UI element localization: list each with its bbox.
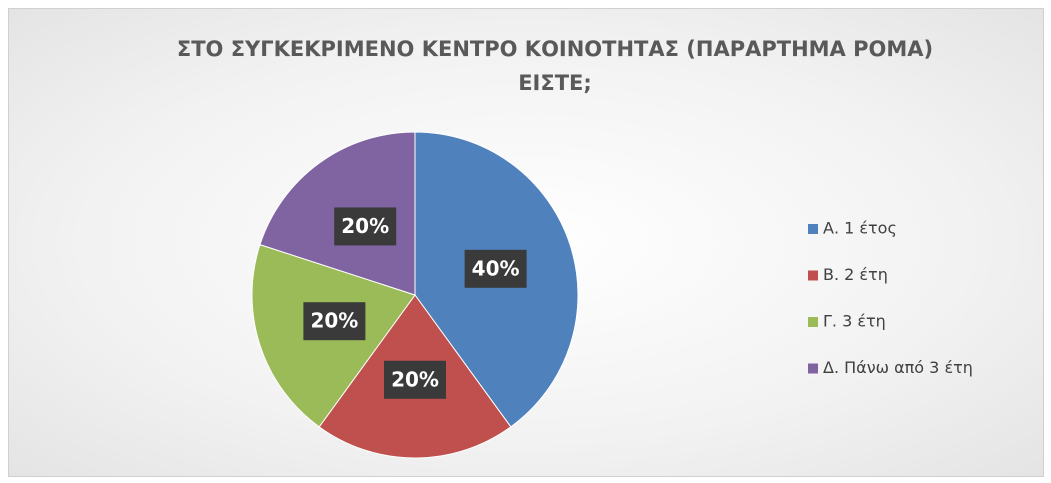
legend-swatch <box>808 317 818 327</box>
data-label: 20% <box>310 309 358 333</box>
data-label-box <box>464 249 527 288</box>
data-label-box <box>384 360 446 399</box>
legend-label: Α. 1 έτος <box>823 219 897 238</box>
legend-label: Γ. 3 έτη <box>823 312 886 331</box>
legend-swatch <box>808 270 818 281</box>
legend-label: Β. 2 έτη <box>823 265 888 284</box>
data-label-box <box>334 207 397 246</box>
data-label: 20% <box>341 214 389 238</box>
chart-title: ΣΤΟ ΣΥΓΚΕΚΡΙΜΕΝΟ ΚΕΝΤΡΟ ΚΟΙΝΟΤΗΤΑΣ (ΠΑΡΑ… <box>176 37 934 95</box>
data-label: 40% <box>472 256 520 280</box>
legend-label: Δ. Πάνω από 3 έτη <box>823 358 973 377</box>
legend-swatch <box>808 224 818 234</box>
legend-swatch <box>808 363 818 374</box>
data-label: 20% <box>391 367 439 391</box>
data-label-box <box>303 302 366 341</box>
